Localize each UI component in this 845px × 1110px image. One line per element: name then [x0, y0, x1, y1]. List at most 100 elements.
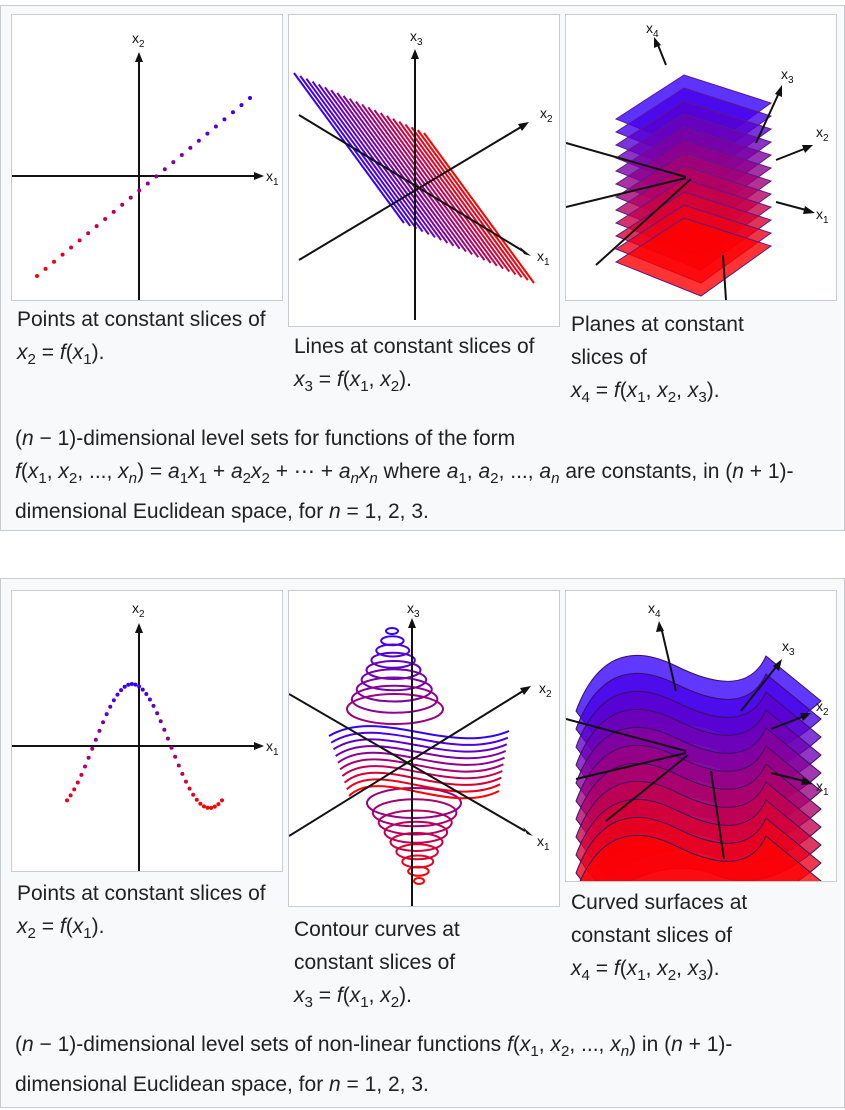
level-set-point	[220, 798, 224, 803]
linear-points-plot: x1 x2	[12, 30, 279, 300]
level-set-point	[179, 152, 184, 157]
x3-arrow-icon	[411, 49, 419, 59]
level-set-point	[43, 266, 48, 271]
nonlinear-points-plot: x1 x2	[12, 600, 279, 871]
level-set-point	[104, 712, 109, 717]
level-set-line	[373, 109, 486, 261]
nonlinear-contours-figure[interactable]: x3 x2 x1	[288, 590, 560, 907]
level-set-point	[147, 697, 152, 702]
x2-axis-label: x2	[540, 105, 553, 125]
level-set-point	[119, 688, 124, 693]
x1-axis-label: x1	[537, 248, 550, 268]
level-set-contour	[348, 785, 500, 800]
level-set-contour	[370, 651, 416, 669]
level-set-point	[180, 771, 185, 776]
level-set-point	[86, 231, 91, 236]
level-set-point	[115, 692, 120, 697]
x1-arrow-icon	[520, 247, 531, 256]
level-set-point	[69, 245, 74, 250]
level-set-point	[86, 755, 91, 760]
level-set-line	[342, 95, 455, 247]
level-set-line	[367, 106, 480, 258]
level-set-contour	[366, 787, 462, 819]
level-set-point	[194, 797, 199, 802]
level-set-contour	[395, 843, 439, 861]
panel-caption-contours: Contour curves at constant slices of x3 …	[294, 918, 460, 1012]
level-set-line	[386, 115, 498, 267]
level-set-contour	[389, 832, 444, 852]
x2-axis-label: x2	[816, 698, 829, 718]
x3-axis-label: x3	[407, 600, 420, 620]
panel-formula: x3 = f(x1, x2).	[294, 984, 412, 1012]
level-set-point	[140, 687, 145, 692]
x2-axis-label: x2	[816, 124, 829, 144]
panel-formula: x4 = f(x1, x2, x3).	[571, 379, 720, 407]
level-set-line	[299, 75, 411, 227]
x3-axis-label: x3	[410, 28, 423, 48]
level-set-point	[128, 195, 133, 200]
level-set-point	[77, 238, 82, 243]
level-set-point	[72, 787, 77, 792]
x2-arrow-icon	[520, 686, 531, 695]
panel-caption-points: Points at constant slices of x2 = f(x1).	[17, 882, 266, 943]
level-set-line	[324, 86, 436, 238]
level-set-planes	[614, 74, 773, 297]
nonlinear-surfaces-plot: x4 x3 x2 x1	[566, 600, 829, 881]
x2-axis-label: x2	[539, 680, 552, 700]
linear-lines-figure[interactable]: x3 x2 x1	[288, 14, 560, 327]
level-set-contour	[385, 627, 399, 635]
level-set-point	[108, 704, 113, 709]
level-set-points	[35, 96, 252, 278]
level-set-point	[165, 736, 170, 741]
linear-planes-figure[interactable]: x4 x3 x2 x1	[565, 14, 837, 301]
level-set-point	[187, 786, 192, 791]
level-set-point	[75, 780, 80, 785]
gallery-caption: (n − 1)-dimensional level sets for funct…	[15, 427, 794, 524]
level-set-line	[293, 72, 405, 224]
level-set-point	[129, 682, 134, 687]
level-set-point	[196, 138, 201, 143]
level-set-point	[120, 202, 125, 207]
level-set-line	[336, 92, 449, 244]
x3-arrow-icon	[775, 85, 782, 97]
level-set-contour	[346, 778, 501, 793]
level-set-point	[158, 719, 163, 724]
panel-formula: x3 = f(x1, x2).	[294, 368, 412, 396]
level-set-point	[94, 224, 99, 229]
level-set-point	[209, 805, 214, 810]
panel-caption-lines: Lines at constant slices of x3 = f(x1, x…	[294, 335, 535, 396]
level-set-point	[205, 805, 210, 810]
level-set-point	[60, 252, 65, 257]
level-set-contour	[350, 684, 439, 714]
level-set-point	[122, 684, 127, 689]
level-set-point	[137, 188, 142, 193]
x3-axis-label: x3	[781, 66, 794, 86]
level-set-point	[111, 698, 116, 703]
level-set-surface	[579, 834, 822, 881]
x1-arrow-icon	[254, 742, 264, 750]
level-set-line	[417, 129, 529, 281]
panel-formula: x2 = f(x1).	[17, 341, 105, 369]
level-set-contour	[343, 771, 502, 786]
linear-points-figure[interactable]: x1 x2	[11, 14, 283, 301]
nonlinear-level-sets-gallery: x1 x2 x3 x2 x1	[0, 578, 845, 1108]
x4-axis-label: x4	[646, 20, 659, 40]
x2-arrow-icon	[802, 145, 813, 153]
level-set-point	[169, 745, 174, 750]
level-set-point	[83, 764, 88, 769]
nonlinear-points-figure[interactable]: x1 x2	[11, 590, 283, 872]
level-set-point	[68, 793, 73, 798]
x1-axis-label: x1	[266, 168, 279, 188]
nonlinear-surfaces-figure[interactable]: x4 x3 x2 x1	[565, 590, 837, 882]
gallery-caption: (n − 1)-dimensional level sets of non-li…	[15, 1033, 733, 1097]
level-set-point	[97, 728, 102, 733]
level-set-line	[355, 100, 467, 253]
x3-arrow-icon	[773, 659, 782, 671]
x1-arrow-icon	[803, 206, 815, 214]
level-set-contour	[375, 643, 411, 658]
x2-arrow-icon	[800, 713, 811, 721]
level-set-point	[79, 772, 84, 777]
level-set-point	[151, 703, 156, 708]
level-set-point	[35, 274, 39, 278]
level-set-point	[103, 217, 108, 222]
